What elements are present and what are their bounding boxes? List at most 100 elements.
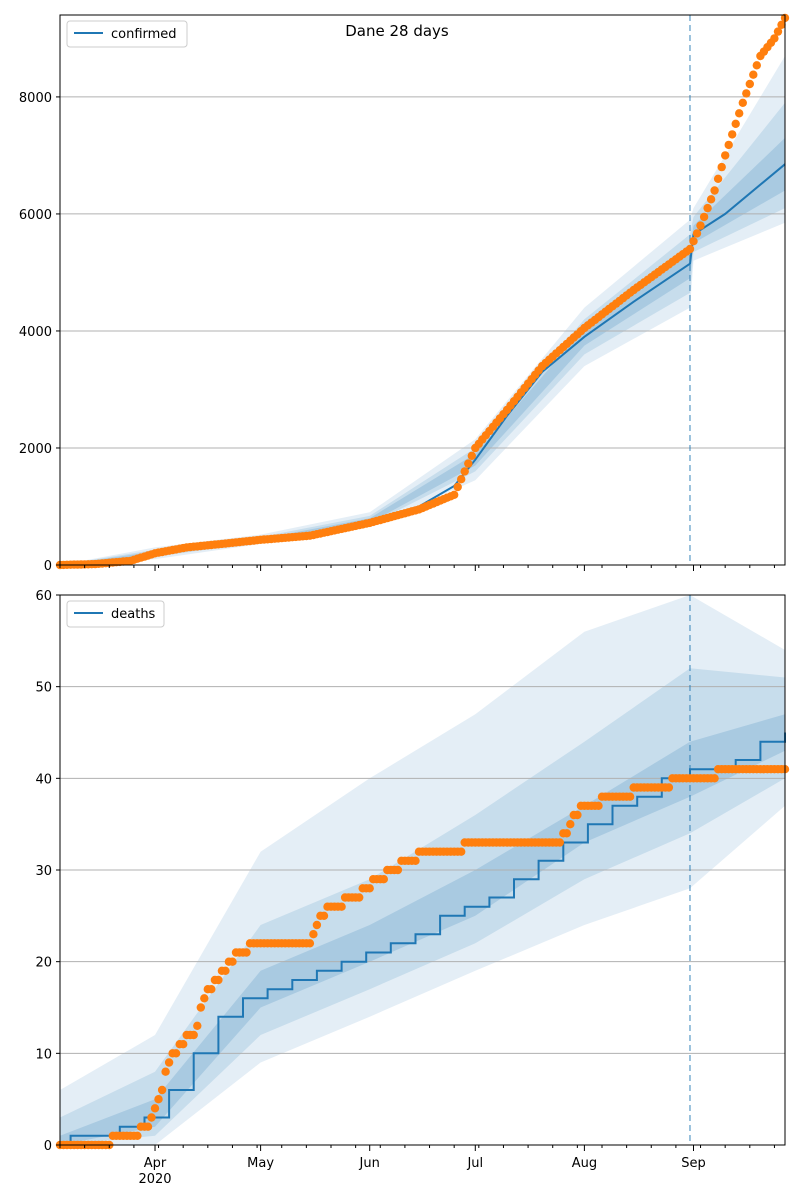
deaths-band-inner <box>60 714 785 1145</box>
legend-box <box>66 600 165 628</box>
deaths-observed-point <box>189 1030 198 1040</box>
confirmed-observed-point <box>685 244 695 254</box>
confirmed-observed-point <box>717 162 726 172</box>
deaths-observed-point <box>154 1095 163 1104</box>
deaths-observed-point <box>228 957 237 966</box>
deaths-y-tick-label: 20 <box>35 956 52 971</box>
confirmed-chart: 0 2000 4000 6000 8000 Dane 28 days confirmed <box>19 13 790 574</box>
confirmed-y-tick-label: 2000 <box>19 442 52 457</box>
deaths-observed-point <box>457 847 466 856</box>
confirmed-series <box>55 13 790 570</box>
confirmed-observed-point <box>710 186 719 195</box>
deaths-observed-point <box>179 1040 188 1049</box>
deaths-series <box>55 595 790 1150</box>
deaths-x-tick-label: May <box>247 1156 274 1171</box>
confirmed-plot-frame <box>59 14 786 566</box>
chart-title: Dane 28 days <box>345 22 449 40</box>
deaths-observed-point <box>309 930 318 939</box>
confirmed-observed-point <box>777 20 786 29</box>
deaths-observed-point <box>411 856 420 865</box>
deaths-observed-point <box>143 1122 153 1131</box>
confirmed-gridlines <box>60 96 785 449</box>
deaths-observed-point <box>171 1049 181 1058</box>
confirmed-observed-point <box>703 203 712 213</box>
confirmed-observed-point <box>742 89 751 98</box>
deaths-plot-frame <box>59 594 786 1146</box>
deaths-observed-point <box>207 985 216 994</box>
confirmed-observed-point <box>770 34 779 43</box>
deaths-x-tick-label: Sep <box>681 1156 706 1171</box>
confirmed-observed-point <box>706 195 716 204</box>
confirmed-band-outer <box>60 56 785 565</box>
deaths-band-middle <box>60 668 785 1145</box>
deaths-x-tick-label: Jun <box>359 1156 380 1171</box>
confirmed-observed-point <box>735 109 744 118</box>
deaths-observed-point <box>157 1085 167 1095</box>
confirmed-y-tick-label: 4000 <box>19 325 52 340</box>
deaths-observed-point <box>200 994 209 1003</box>
confirmed-observed-point <box>738 98 747 108</box>
deaths-y-tick-label: 60 <box>35 590 52 604</box>
confirmed-uncertainty-bands <box>60 56 785 566</box>
deaths-observed-point <box>193 1021 202 1030</box>
deaths-observed-point <box>355 893 364 902</box>
confirmed-observed-point <box>692 229 702 238</box>
confirmed-observed-point <box>713 174 723 183</box>
confirmed-y-tick-label: 6000 <box>19 208 52 223</box>
deaths-observed-point <box>594 801 603 810</box>
confirmed-observed-point <box>749 70 758 79</box>
deaths-x-tick-label: Aug <box>572 1156 597 1171</box>
confirmed-y-tick-label: 8000 <box>19 91 52 106</box>
deaths-observed-point <box>319 911 329 920</box>
deaths-observed-point <box>664 783 674 792</box>
deaths-y-tick-label: 30 <box>35 864 52 879</box>
deaths-observed-point <box>150 1104 160 1113</box>
legend: confirmed <box>66 20 188 48</box>
confirmed-observed-point <box>453 482 462 492</box>
deaths-observed-point <box>625 792 635 801</box>
confirmed-observed-point <box>464 459 473 468</box>
deaths-observed-point <box>710 774 719 783</box>
deaths-observed-point <box>562 829 571 838</box>
deaths-y-tick-label: 0 <box>44 1139 52 1154</box>
confirmed-observed-point <box>467 451 476 460</box>
deaths-observed-point <box>337 902 346 911</box>
confirmed-observed-point <box>752 61 761 70</box>
deaths-observed-point <box>555 838 564 847</box>
deaths-x-tick-label: 2020 <box>138 1172 171 1187</box>
deaths-observed-point <box>393 865 403 875</box>
deaths-observed-point <box>221 966 230 975</box>
legend-box <box>66 20 188 48</box>
deaths-observed-point <box>305 939 315 948</box>
deaths-observed-point <box>365 884 374 893</box>
confirmed-band-middle <box>60 102 785 566</box>
deaths-observed-point <box>566 820 575 829</box>
deaths-x-tick-label: Apr <box>144 1156 167 1171</box>
confirmed-observed-point <box>696 221 705 230</box>
deaths-observed-point <box>312 920 322 930</box>
confirmed-y-tick-label: 0 <box>44 559 52 574</box>
legend-label-confirmed: confirmed <box>111 27 177 42</box>
deaths-observed-point <box>164 1058 174 1067</box>
confirmed-observed-point <box>724 140 733 150</box>
confirmed-observed-point <box>689 237 698 246</box>
deaths-observed-point <box>379 875 388 884</box>
deaths-observed-point <box>161 1067 170 1076</box>
deaths-observed-point <box>214 975 223 985</box>
confirmed-axes: 0 2000 4000 6000 8000 <box>19 14 786 574</box>
legend-label-deaths: deaths <box>111 607 156 622</box>
deaths-observed-point <box>242 948 251 957</box>
deaths-y-tick-label: 40 <box>35 772 52 787</box>
deaths-observed-point <box>573 810 582 820</box>
confirmed-observed-point <box>728 130 737 139</box>
confirmed-observed-point <box>460 467 469 476</box>
deaths-observed-point <box>133 1131 142 1140</box>
deaths-y-tick-label: 10 <box>35 1047 52 1062</box>
confirmed-observed-point <box>699 212 709 222</box>
confirmed-observed-point <box>457 475 466 484</box>
confirmed-observed-point <box>450 490 459 499</box>
deaths-observed-point <box>196 1003 205 1012</box>
